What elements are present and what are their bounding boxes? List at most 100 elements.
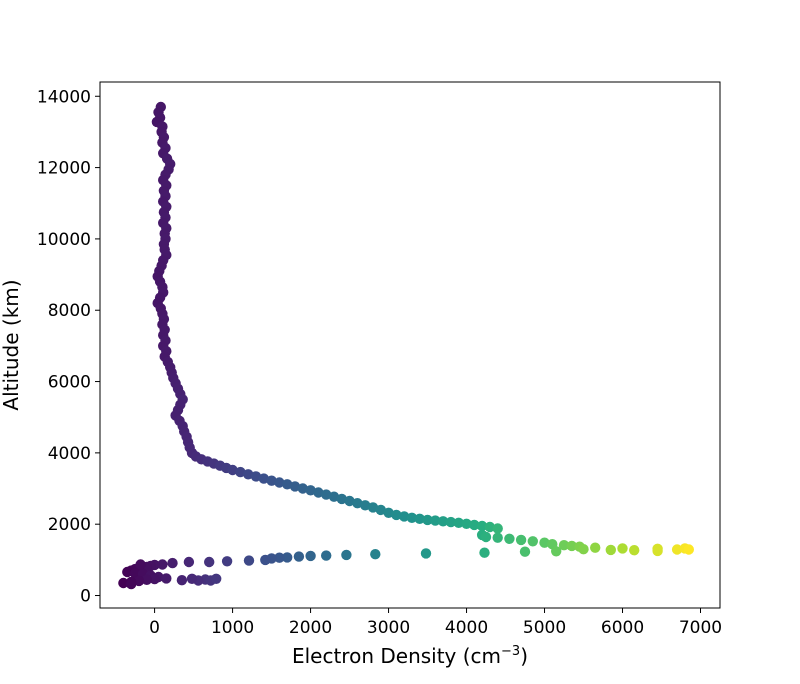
data-point	[260, 554, 271, 566]
data-point	[515, 534, 527, 546]
x-tick-label: 0	[149, 618, 160, 638]
data-point	[566, 540, 577, 552]
data-point	[235, 466, 246, 478]
data-point	[141, 574, 152, 585]
data-point	[437, 516, 449, 527]
data-point	[211, 573, 222, 584]
data-point	[352, 498, 363, 509]
data-point	[422, 514, 433, 526]
data-point	[519, 546, 531, 557]
data-point	[157, 559, 168, 570]
data-point	[461, 518, 472, 529]
x-tick-label: 6000	[601, 618, 644, 638]
x-tick-label: 4000	[445, 618, 488, 638]
x-axis-ticks: 0 1000 2000 3000 4000 5000 6000 7000	[149, 608, 722, 638]
data-point	[617, 543, 628, 554]
data-point	[341, 549, 352, 561]
data-point	[282, 479, 293, 490]
y-tick-label: 0	[80, 587, 91, 607]
data-point	[336, 493, 347, 505]
data-point	[186, 573, 198, 584]
data-point	[118, 577, 129, 589]
data-point	[453, 517, 464, 528]
data-point	[683, 544, 694, 555]
data-point	[420, 548, 432, 559]
data-point	[484, 521, 496, 533]
data-point	[133, 575, 145, 587]
data-point	[122, 566, 133, 578]
data-point	[414, 513, 425, 524]
data-point	[360, 500, 371, 511]
data-point	[558, 540, 570, 551]
data-point	[375, 504, 386, 516]
data-point	[274, 552, 285, 563]
data-point	[183, 556, 195, 568]
data-point	[445, 516, 457, 528]
data-point	[479, 547, 490, 558]
data-point	[135, 559, 146, 570]
plot-frame	[99, 81, 721, 609]
y-axis-title: Altitude (km)	[0, 279, 23, 410]
data-point	[551, 546, 562, 557]
data-point	[539, 537, 550, 548]
data-point	[243, 555, 255, 566]
data-point	[149, 573, 160, 585]
data-point	[126, 578, 137, 590]
data-point	[578, 544, 589, 555]
data-point	[492, 523, 503, 534]
data-point	[476, 520, 488, 532]
data-point	[370, 549, 381, 560]
y-tick-label: 4000	[48, 444, 91, 464]
data-point	[274, 477, 285, 488]
data-point	[430, 515, 441, 526]
data-point	[266, 475, 277, 486]
y-tick-label: 8000	[48, 301, 91, 321]
data-point	[367, 502, 379, 513]
data-point	[605, 544, 616, 556]
data-point	[469, 519, 480, 531]
data-point	[321, 489, 332, 500]
data-point	[221, 556, 233, 567]
data-point	[328, 491, 340, 502]
data-point	[176, 575, 188, 586]
scatter-points	[118, 101, 694, 590]
data-point	[282, 552, 293, 563]
x-tick-label: 7000	[679, 618, 722, 638]
y-axis-ticks: 0 2000 4000 6000 8000 10000 12000 14000	[37, 87, 100, 607]
data-point	[344, 495, 355, 507]
y-tick-label: 2000	[48, 515, 91, 535]
data-point	[305, 485, 316, 496]
data-point	[383, 507, 394, 518]
data-point	[204, 556, 215, 568]
data-point	[406, 512, 418, 523]
data-point	[250, 471, 262, 482]
data-point	[293, 551, 305, 562]
data-point	[305, 550, 316, 562]
data-point	[671, 544, 683, 555]
y-tick-label: 14000	[37, 87, 91, 107]
data-point	[243, 469, 254, 480]
data-point	[590, 542, 601, 553]
data-point	[321, 550, 332, 561]
data-point	[504, 533, 515, 544]
data-point	[399, 511, 410, 522]
x-tick-label: 5000	[523, 618, 566, 638]
x-tick-label: 1000	[211, 618, 254, 638]
y-tick-label: 6000	[48, 373, 91, 393]
data-point	[527, 536, 538, 547]
data-point	[297, 483, 308, 494]
data-point	[480, 531, 492, 543]
y-tick-label: 12000	[37, 159, 91, 179]
x-tick-label: 2000	[289, 618, 332, 638]
data-point	[629, 545, 640, 556]
data-point	[313, 487, 324, 498]
data-point	[258, 473, 269, 484]
data-point	[161, 573, 172, 584]
data-point	[289, 481, 301, 492]
data-point	[652, 545, 663, 557]
data-point	[492, 532, 503, 543]
data-point	[391, 509, 402, 521]
x-axis-title: Electron Density (cm−3)	[292, 644, 528, 668]
data-point	[227, 464, 238, 476]
